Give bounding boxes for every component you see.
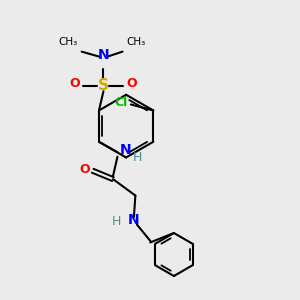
- Text: CH₃: CH₃: [59, 37, 78, 47]
- Text: H: H: [133, 151, 142, 164]
- Text: CH₃: CH₃: [126, 37, 146, 47]
- Text: O: O: [126, 77, 137, 90]
- Text: S: S: [98, 78, 109, 93]
- Text: N: N: [128, 213, 140, 227]
- Text: O: O: [79, 163, 90, 176]
- Text: Cl: Cl: [114, 97, 127, 110]
- Text: H: H: [112, 215, 122, 228]
- Text: O: O: [70, 77, 80, 90]
- Text: N: N: [98, 48, 109, 62]
- Text: N: N: [120, 143, 131, 158]
